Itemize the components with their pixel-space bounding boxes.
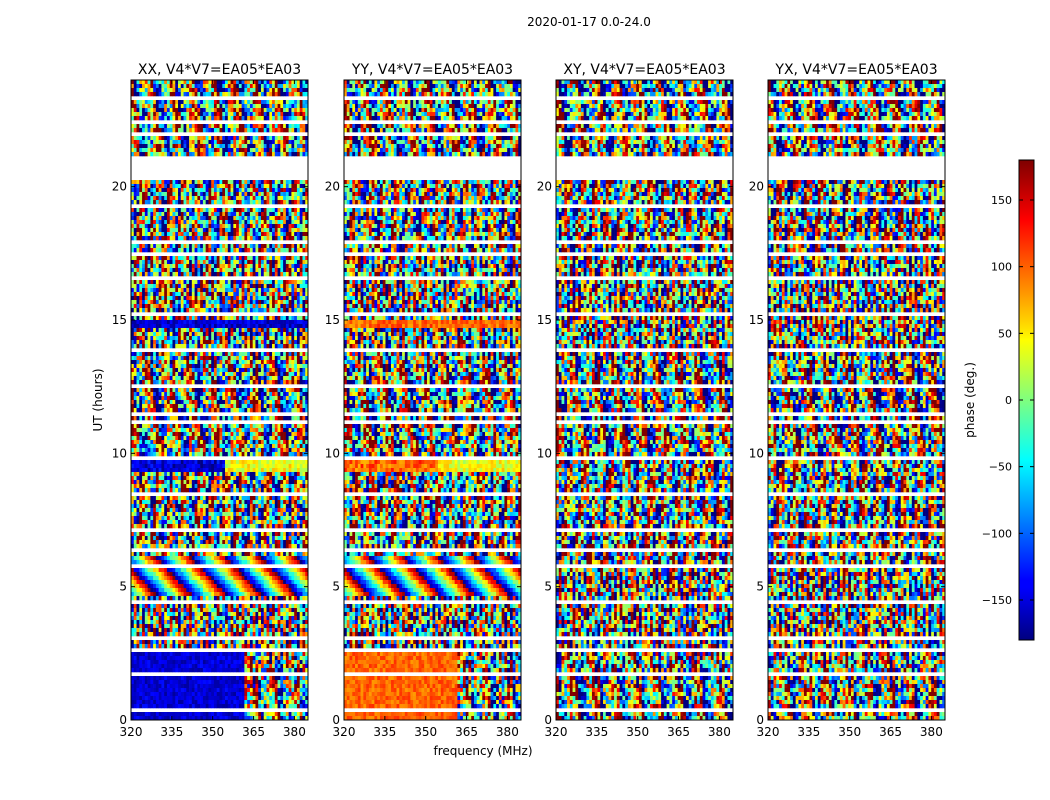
y-tick-label: 0 xyxy=(756,713,764,727)
x-tick-label: 365 xyxy=(455,725,478,739)
colorbar-label: phase (deg.) xyxy=(963,362,977,438)
y-tick-label: 15 xyxy=(749,313,764,327)
panel-yx: YX, V4*V7=EA05*EA03 320 335 350 365 380 0 5 10 15… xyxy=(749,62,946,739)
y-axis-label: UT (hours) xyxy=(91,368,105,431)
panel-xx: XX, V4*V7=EA05*EA03 320 335 350 365 380 0 5 10 15… xyxy=(112,62,309,739)
panel-xy-heatmap xyxy=(556,80,734,721)
y-tick-label: 0 xyxy=(119,713,127,727)
x-tick-label: 350 xyxy=(838,725,861,739)
panel-yy-heatmap xyxy=(344,80,522,721)
figure-suptitle: 2020-01-17 0.0-24.0 xyxy=(527,15,651,29)
colorbar-tick-label: 50 xyxy=(998,327,1012,340)
y-tick-label: 20 xyxy=(537,180,552,194)
panel-yy: YY, V4*V7=EA05*EA03 320 335 350 365 380 0 5 10 15… xyxy=(325,62,522,739)
panel-title: YY, V4*V7=EA05*EA03 xyxy=(351,62,513,78)
y-tick-label: 5 xyxy=(332,580,340,594)
x-tick-label: 365 xyxy=(242,725,265,739)
panel-yx-frame xyxy=(767,79,946,721)
x-tick-label: 320 xyxy=(545,725,568,739)
x-axis-label: frequency (MHz) xyxy=(433,744,532,758)
x-tick-label: 320 xyxy=(120,725,143,739)
y-tick-label: 15 xyxy=(112,313,127,327)
x-tick-label: 335 xyxy=(373,725,396,739)
colorbar-tick-label: −100 xyxy=(982,527,1012,540)
y-tick-label: 5 xyxy=(756,580,764,594)
x-tick-label: 380 xyxy=(708,725,731,739)
y-tick-label: 10 xyxy=(537,446,552,460)
x-tick-label: 335 xyxy=(585,725,608,739)
colorbar-ticks: −150 −100 −50 0 50 100 150 xyxy=(982,194,1034,607)
panel-yx-heatmap xyxy=(768,80,946,721)
x-tick-label: 320 xyxy=(333,725,356,739)
y-tick-label: 10 xyxy=(112,446,127,460)
y-tick-label: 0 xyxy=(332,713,340,727)
x-tick-label: 350 xyxy=(626,725,649,739)
y-tick-label: 10 xyxy=(749,446,764,460)
x-tick-label: 380 xyxy=(283,725,306,739)
y-tick-label: 5 xyxy=(544,580,552,594)
colorbar-tick-label: 150 xyxy=(991,194,1012,207)
y-tick-label: 15 xyxy=(325,313,340,327)
y-tick-label: 20 xyxy=(325,180,340,194)
y-tick-label: 20 xyxy=(112,180,127,194)
x-tick-label: 320 xyxy=(757,725,780,739)
colorbar-tick-label: −150 xyxy=(982,594,1012,607)
panel-xx-frame xyxy=(130,79,309,721)
y-tick-label: 5 xyxy=(119,580,127,594)
colorbar-tick-label: −50 xyxy=(989,461,1012,474)
panel-title: YX, V4*V7=EA05*EA03 xyxy=(774,62,937,78)
x-tick-label: 365 xyxy=(667,725,690,739)
panel-xy-frame xyxy=(555,79,734,721)
colorbar-tick-label: 100 xyxy=(991,261,1012,274)
x-tick-label: 335 xyxy=(797,725,820,739)
panel-title: XY, V4*V7=EA05*EA03 xyxy=(563,62,725,78)
colorbar-tick-label: 0 xyxy=(1005,394,1012,407)
y-tick-label: 20 xyxy=(749,180,764,194)
x-tick-label: 335 xyxy=(160,725,183,739)
y-tick-label: 0 xyxy=(544,713,552,727)
colorbar: −150 −100 −50 0 50 100 150 phase (deg.) xyxy=(963,159,1035,641)
panel-xy: XY, V4*V7=EA05*EA03 320 335 350 365 380 0 5 10 15… xyxy=(537,62,734,739)
x-tick-label: 380 xyxy=(920,725,943,739)
x-tick-label: 350 xyxy=(414,725,437,739)
x-tick-label: 365 xyxy=(879,725,902,739)
panel-xx-heatmap xyxy=(131,80,309,721)
panels-group: XX, V4*V7=EA05*EA03 320 335 350 365 380 0 5 10 15… xyxy=(112,62,946,739)
x-tick-label: 350 xyxy=(201,725,224,739)
y-tick-label: 10 xyxy=(325,446,340,460)
y-tick-label: 15 xyxy=(537,313,552,327)
panel-yy-frame xyxy=(343,79,522,721)
x-tick-label: 380 xyxy=(496,725,519,739)
panel-title: XX, V4*V7=EA05*EA03 xyxy=(138,62,301,78)
